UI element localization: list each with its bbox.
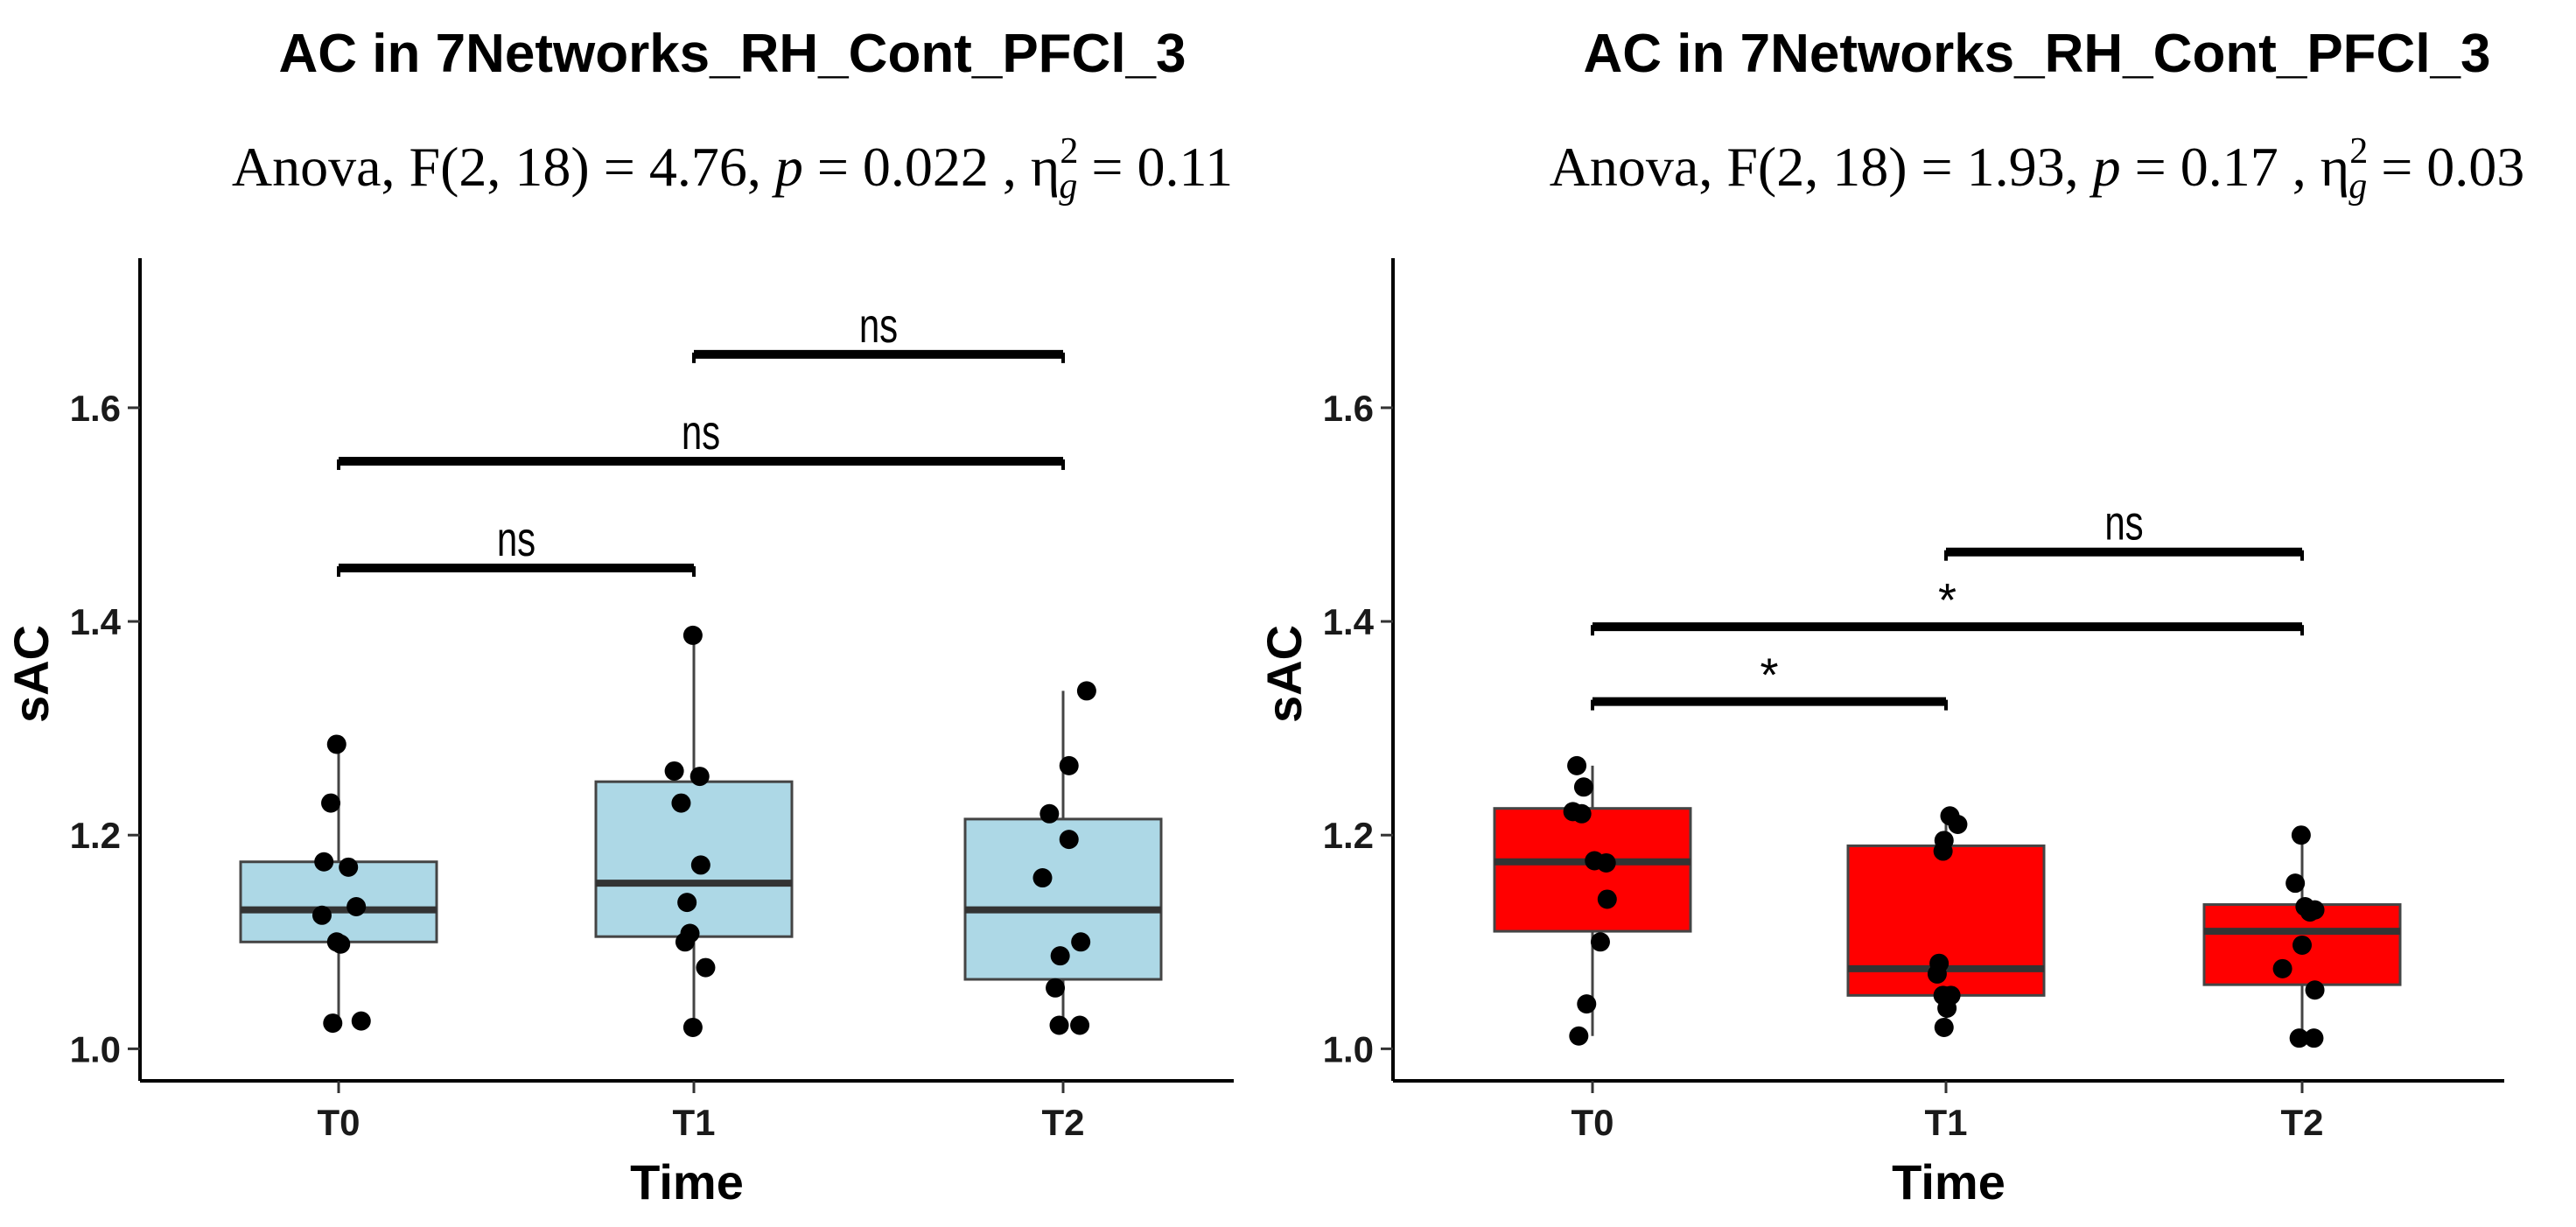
chart-title: AC in 7Networks_RH_Cont_PFCl_3 bbox=[278, 24, 1186, 84]
data-point bbox=[2272, 958, 2292, 978]
y-tick-label: 1.4 bbox=[70, 601, 122, 642]
data-point bbox=[331, 934, 351, 954]
data-point bbox=[1573, 777, 1593, 797]
eta-superscript: 2 bbox=[2349, 131, 2368, 172]
data-point bbox=[312, 905, 332, 925]
data-point bbox=[1563, 802, 1583, 822]
data-point bbox=[1040, 803, 1060, 824]
data-point bbox=[346, 897, 367, 917]
data-point bbox=[1577, 994, 1597, 1014]
data-point bbox=[664, 761, 684, 781]
y-tick-label: 1.4 bbox=[1323, 601, 1375, 642]
data-point bbox=[2291, 825, 2311, 845]
y-tick-label: 1.0 bbox=[1323, 1028, 1374, 1069]
x-axis-title: Time bbox=[1892, 1154, 2006, 1209]
data-point bbox=[675, 932, 695, 952]
data-point bbox=[2289, 1028, 2309, 1048]
p-symbol: p bbox=[2090, 136, 2121, 198]
eta-value-text: = 0.03 bbox=[2367, 136, 2524, 198]
data-point bbox=[314, 852, 334, 872]
y-tick-label: 1.0 bbox=[70, 1028, 121, 1069]
p-value-text: = 0.17 , bbox=[2121, 136, 2320, 198]
data-point bbox=[1927, 964, 1947, 984]
data-point bbox=[2305, 900, 2325, 920]
data-point bbox=[2286, 873, 2306, 894]
data-point bbox=[1597, 889, 1617, 909]
p-symbol: p bbox=[772, 136, 803, 198]
y-tick-label: 1.6 bbox=[1323, 388, 1374, 429]
data-point bbox=[1569, 1026, 1589, 1046]
data-point bbox=[682, 625, 703, 645]
data-point bbox=[2292, 935, 2312, 955]
x-axis-title: Time bbox=[630, 1154, 744, 1209]
x-tick-label: T0 bbox=[1571, 1102, 1614, 1143]
data-point bbox=[323, 1013, 343, 1034]
data-point bbox=[690, 767, 710, 787]
data-point bbox=[1059, 830, 1079, 850]
data-point bbox=[351, 1011, 371, 1031]
data-point bbox=[677, 893, 697, 913]
significance-label: ns bbox=[859, 298, 898, 353]
eta-value-text: = 0.11 bbox=[1077, 136, 1233, 198]
data-point bbox=[1059, 755, 1079, 775]
eta-symbol: η bbox=[2320, 136, 2349, 198]
x-tick-label: T2 bbox=[2280, 1102, 2323, 1143]
data-point bbox=[1050, 946, 1070, 966]
data-point bbox=[690, 855, 710, 875]
data-point bbox=[1071, 932, 1091, 952]
data-point bbox=[1590, 932, 1610, 952]
y-tick-label: 1.6 bbox=[70, 388, 121, 429]
data-point bbox=[1596, 852, 1616, 873]
data-point bbox=[1948, 815, 1968, 835]
chart-panel-1: AC in 7Networks_RH_Cont_PFCl_3 Anova, F(2… bbox=[4, 24, 1234, 1209]
anova-stat-text: Anova, F(2, 18) = 4.76, bbox=[232, 136, 775, 198]
data-point bbox=[1049, 1015, 1069, 1035]
y-axis-title: sAC bbox=[1256, 625, 1312, 723]
eta-subscript: g bbox=[2348, 166, 2367, 207]
x-tick-label: T0 bbox=[317, 1102, 360, 1143]
significance-label: ns bbox=[682, 405, 720, 459]
data-point bbox=[1046, 978, 1066, 998]
eta-subscript: g bbox=[1059, 166, 1077, 207]
data-point bbox=[321, 793, 341, 813]
box-T0 bbox=[239, 860, 438, 943]
data-point bbox=[326, 734, 346, 754]
data-point bbox=[1567, 755, 1587, 775]
y-tick-label: 1.2 bbox=[70, 815, 121, 856]
data-point bbox=[2305, 980, 2325, 1000]
y-axis-title: sAC bbox=[4, 625, 59, 723]
y-tick-label: 1.2 bbox=[1323, 815, 1374, 856]
data-point bbox=[671, 793, 691, 813]
p-value-text: = 0.022 , bbox=[803, 136, 1031, 198]
x-tick-label: T1 bbox=[1924, 1102, 1967, 1143]
eta-symbol: η bbox=[1031, 136, 1060, 198]
significance-label: * bbox=[1760, 649, 1778, 702]
chart-subtitle: Anova, F(2, 18) = 4.76, p = 0.022 , η2 g … bbox=[232, 131, 1233, 207]
data-point bbox=[1070, 1015, 1090, 1035]
significance-label: ns bbox=[497, 512, 536, 566]
chart-title: AC in 7Networks_RH_Cont_PFCl_3 bbox=[1583, 24, 2490, 84]
significance-label: ns bbox=[2104, 496, 2143, 550]
data-point bbox=[1076, 681, 1096, 701]
data-point bbox=[696, 957, 716, 978]
anova-stat-text: Anova, F(2, 18) = 1.93, bbox=[1550, 136, 2093, 198]
eta-superscript: 2 bbox=[1060, 131, 1078, 172]
data-point bbox=[1032, 868, 1053, 888]
data-point bbox=[1933, 841, 1953, 861]
data-point bbox=[339, 857, 359, 877]
data-point bbox=[1934, 1017, 1954, 1037]
data-point bbox=[1937, 998, 1957, 1018]
data-point bbox=[682, 1017, 703, 1037]
x-tick-label: T2 bbox=[1041, 1102, 1084, 1143]
data-point bbox=[2304, 1028, 2324, 1048]
chart-panel-2: AC in 7Networks_RH_Cont_PFCl_3 Anova, F(2… bbox=[1256, 24, 2524, 1209]
chart-subtitle: Anova, F(2, 18) = 1.93, p = 0.17 , η2 g =… bbox=[1550, 131, 2525, 207]
x-tick-label: T1 bbox=[672, 1102, 715, 1143]
significance-label: * bbox=[1938, 574, 1956, 627]
